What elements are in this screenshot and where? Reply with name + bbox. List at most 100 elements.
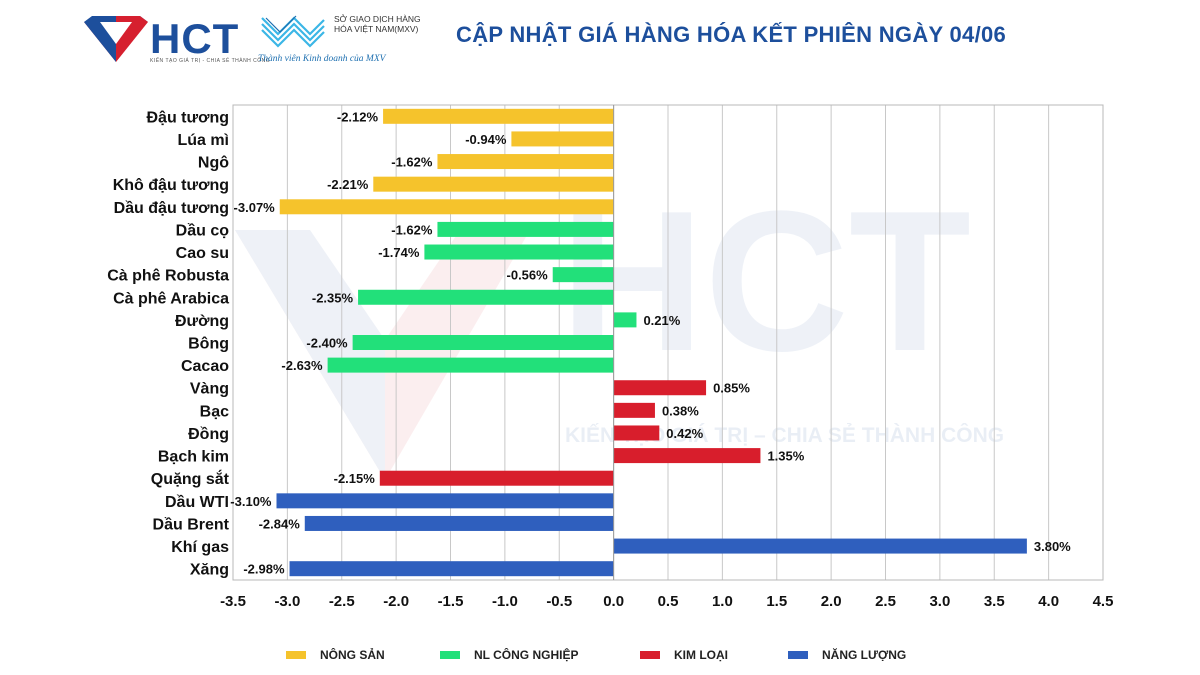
bar [424, 244, 614, 260]
bar [613, 402, 655, 418]
x-tick-label: -2.0 [383, 593, 409, 610]
mxv-wave-icon [261, 15, 325, 48]
legend-label-nl-cong-nghiep: NL CÔNG NGHIỆP [474, 648, 579, 662]
legend-swatch-kim-loai [640, 651, 660, 659]
data-label: 0.38% [662, 403, 699, 418]
data-label: 0.21% [643, 313, 680, 328]
data-label: 0.85% [713, 381, 750, 396]
bar [437, 221, 614, 237]
category-label: Dầu Brent [153, 516, 230, 533]
hct-logo: HCT KIẾN TẠO GIÁ TRỊ - CHIA SẺ THÀNH CÔN… [84, 14, 270, 70]
category-label: Dầu cọ [176, 222, 230, 239]
bar [279, 199, 614, 215]
mxv-member-text: Thành viên Kinh doanh của MXV [258, 54, 386, 64]
data-label: -3.07% [234, 200, 276, 215]
category-label: Cà phê Arabica [113, 290, 229, 307]
category-label: Quặng sắt [151, 469, 230, 488]
data-label: -0.94% [465, 132, 507, 147]
x-tick-label: -1.5 [438, 593, 464, 610]
category-label: Ngô [198, 155, 229, 172]
legend-item-nong-san: NÔNG SẢN [286, 645, 385, 665]
legend-swatch-nong-san [286, 651, 306, 659]
page-title: CẬP NHẬT GIÁ HÀNG HÓA KẾT PHIÊN NGÀY 04/… [456, 22, 1007, 47]
watermark-brand: HCT [560, 170, 971, 393]
legend-item-nang-luong: NĂNG LƯỢNG [788, 645, 906, 665]
x-tick-label: 3.0 [929, 593, 950, 610]
category-label: Dầu WTI [165, 494, 229, 511]
category-label: Đồng [188, 426, 229, 443]
category-label: Xăng [190, 562, 229, 579]
data-label: -2.63% [281, 358, 323, 373]
bar [276, 493, 614, 509]
x-tick-label: 1.0 [712, 593, 733, 610]
hct-brand-tagline: KIẾN TẠO GIÁ TRỊ - CHIA SẺ THÀNH CÔNG [150, 58, 271, 64]
legend-label-nang-luong: NĂNG LƯỢNG [822, 648, 907, 662]
category-label: Đường [175, 313, 229, 330]
mxv-logo: SỞ GIAO DỊCH HÀNG HÓA VIỆT NAM(MXV) Thàn… [258, 14, 428, 70]
hct-diamond-icon [84, 16, 148, 62]
category-label: Đậu tương [146, 109, 229, 126]
data-label: 1.35% [767, 449, 804, 464]
category-label: Khô đậu tương [113, 177, 229, 194]
x-tick-label: 1.5 [766, 593, 787, 610]
bar [613, 380, 707, 396]
category-label: Vàng [190, 381, 229, 398]
legend-swatch-nang-luong [788, 651, 808, 659]
x-tick-label: 0.5 [658, 593, 679, 610]
bar [289, 561, 614, 577]
data-label: -2.40% [306, 336, 348, 351]
x-tick-label: -2.5 [329, 593, 355, 610]
x-tick-label: 4.0 [1038, 593, 1059, 610]
category-label: Bông [188, 336, 229, 353]
x-tick-label: -3.0 [274, 593, 300, 610]
category-label: Bạc [200, 403, 229, 420]
x-tick-label: 0.0 [603, 593, 624, 610]
bar [511, 131, 614, 147]
bar [327, 357, 614, 373]
bar [613, 425, 660, 441]
x-tick-label: 2.5 [875, 593, 896, 610]
watermark-logo [235, 230, 530, 480]
hct-brand-name: HCT [150, 15, 240, 62]
legend-item-nl-cong-nghiep: NL CÔNG NGHIỆP [440, 645, 578, 665]
bar [373, 176, 614, 192]
x-tick-label: -3.5 [220, 593, 246, 610]
category-label: Lúa mì [177, 132, 229, 149]
data-label: -2.15% [334, 471, 376, 486]
data-label: -1.62% [391, 222, 433, 237]
bar [304, 515, 614, 531]
bar [352, 335, 614, 350]
x-tick-label: 4.5 [1093, 593, 1114, 610]
chart-legend: NÔNG SẢN NL CÔNG NGHIỆP KIM LOẠI NĂNG LƯ… [0, 645, 1200, 667]
data-label: -2.12% [337, 109, 379, 124]
category-label: Bạch kim [158, 449, 229, 466]
data-label: -0.56% [507, 268, 549, 283]
data-label: -3.10% [230, 494, 272, 509]
data-label: 0.42% [666, 426, 703, 441]
category-label: Khí gas [171, 539, 229, 556]
mxv-exchange-name: SỞ GIAO DỊCH HÀNG HÓA VIỆT NAM(MXV) [334, 14, 421, 34]
bar [383, 108, 614, 124]
chart-area: HCT KIẾN TẠO GIÁ TRỊ – CHIA SẺ THÀNH CÔNG… [0, 80, 1200, 675]
data-label: -1.74% [378, 245, 420, 260]
x-tick-label: -0.5 [546, 593, 572, 610]
category-label: Cà phê Robusta [107, 268, 229, 285]
bar [379, 470, 614, 486]
data-label: -2.35% [312, 290, 354, 305]
header: HCT KIẾN TẠO GIÁ TRỊ - CHIA SẺ THÀNH CÔN… [0, 0, 1200, 80]
data-label: -2.98% [243, 562, 285, 577]
x-tick-label: -1.0 [492, 593, 518, 610]
bar [613, 448, 761, 464]
data-label: -2.84% [259, 516, 301, 531]
category-label: Dầu đậu tương [114, 200, 229, 217]
legend-item-kim-loai: KIM LOẠI [640, 645, 728, 665]
bar [437, 154, 614, 170]
bar [613, 312, 637, 328]
data-label: 3.80% [1034, 539, 1071, 554]
category-label: Cacao [181, 358, 229, 375]
data-label: -2.21% [327, 177, 369, 192]
bar [613, 538, 1027, 554]
bar [358, 289, 614, 305]
data-label: -1.62% [391, 155, 433, 170]
